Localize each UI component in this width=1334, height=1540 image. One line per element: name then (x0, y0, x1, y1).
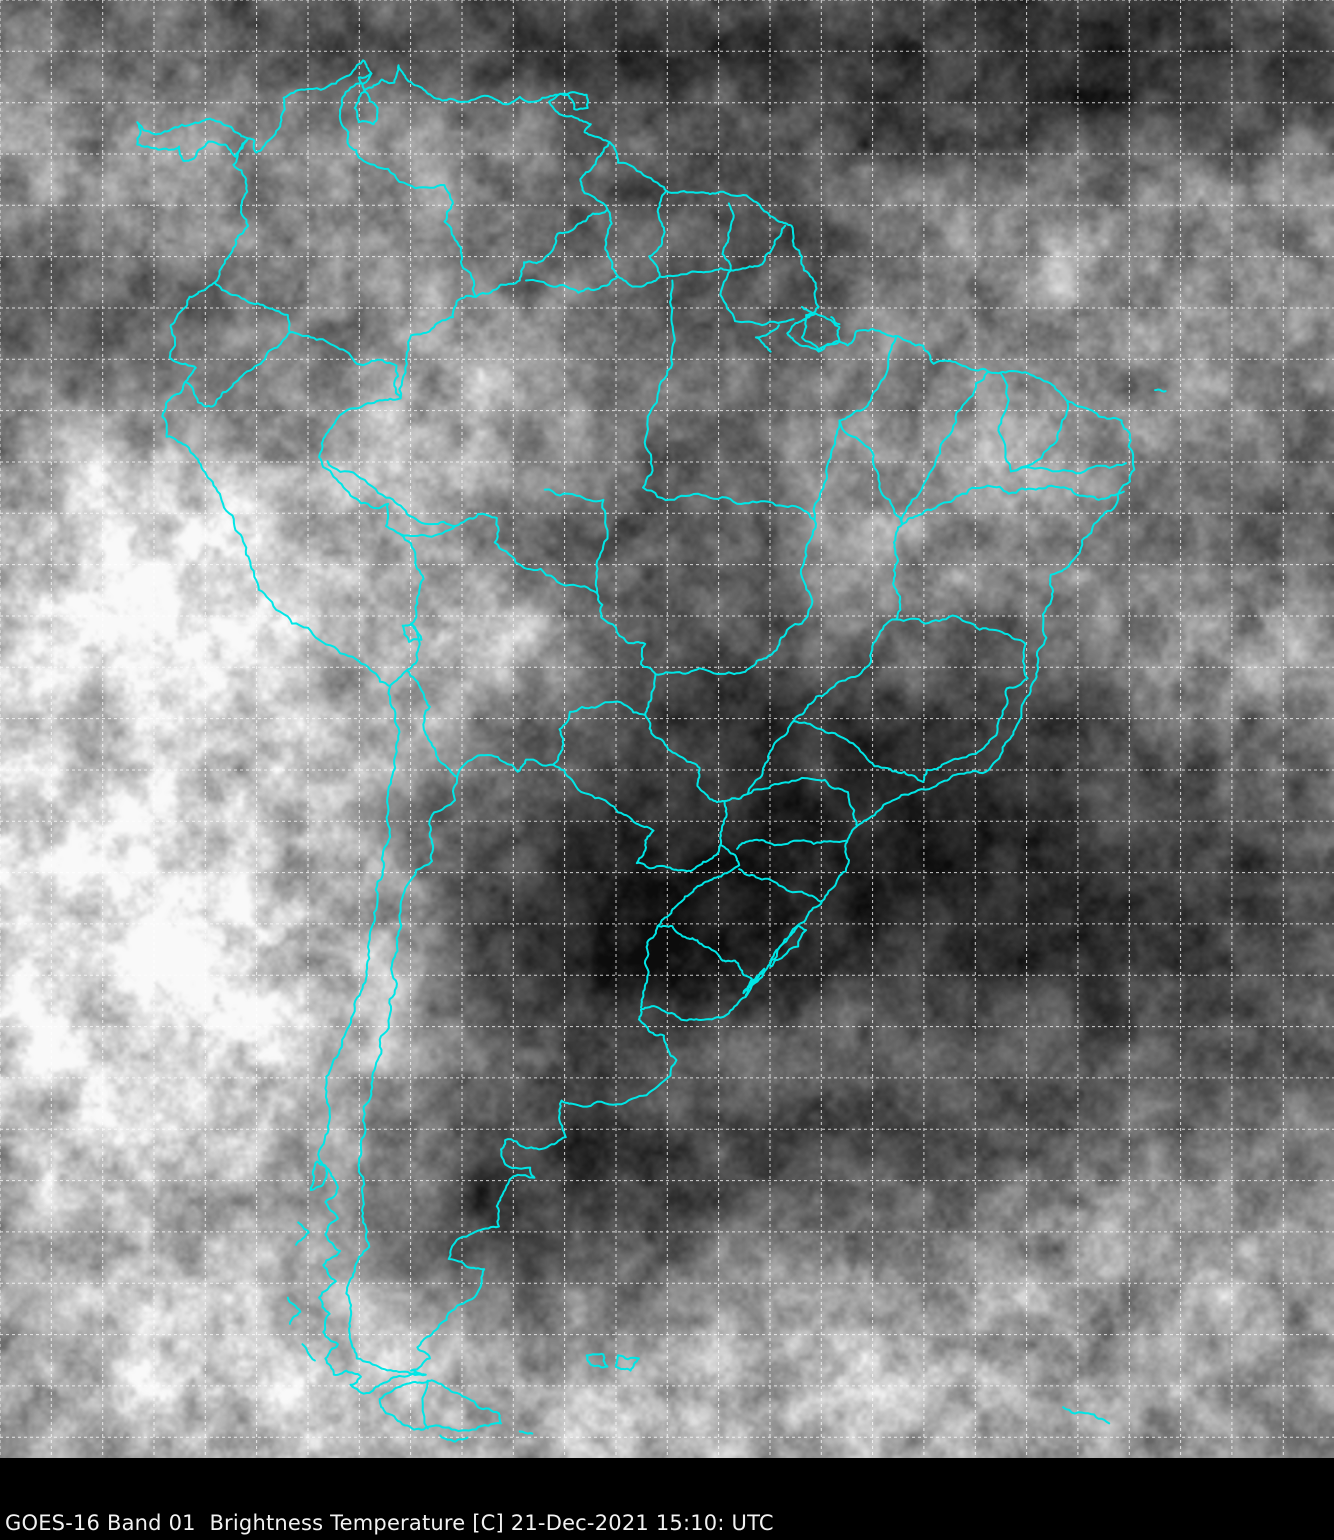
border-state-saopaulo-parana (746, 776, 858, 826)
border-lagoa-dos-patos (768, 925, 808, 968)
border-border-bolivia-brazil (399, 512, 657, 716)
border-border-paraguay-argentina (552, 763, 722, 873)
border-border-guyana-brazil (604, 208, 661, 288)
border-state-pernambuco-north (1009, 462, 1127, 475)
border-border-colombia-brazil (398, 294, 477, 400)
border-border-bolivia-paraguay (552, 700, 647, 766)
border-amazon-channel-1 (754, 324, 780, 353)
border-border-argentina-chile (345, 775, 459, 1377)
border-border-bolivia-argentina (456, 754, 555, 778)
border-border-suriname-guiana (721, 202, 735, 272)
border-border-venezuela-brazil (474, 208, 609, 298)
border-border-colombia-peru (288, 331, 402, 400)
country-state-borders (136, 59, 1167, 1443)
border-coastline-south-america (161, 59, 1136, 1395)
border-state-maranhao-para (838, 336, 897, 422)
border-border-venezuela-guyana (579, 141, 611, 211)
border-state-roraima-south (525, 275, 619, 294)
border-border-guiana-brazil (729, 224, 787, 272)
border-border-ecuador-peru (184, 331, 291, 408)
caption-bar: GOES-16 Band 01 Brightness Temperature [… (0, 1458, 1334, 1540)
border-border-peru-chile (389, 669, 408, 687)
border-border-guyana-suriname (648, 190, 668, 278)
border-island-tierra-del-fuego (378, 1379, 502, 1433)
latlon-grid (0, 0, 1334, 1458)
border-state-amapa-para (719, 269, 795, 327)
border-falkland-east (614, 1354, 640, 1372)
border-state-santacatarina-riograndedosul (738, 868, 822, 903)
border-state-maranhao-tocantins (838, 419, 904, 526)
border-border-argentina-brazil (656, 843, 741, 928)
border-falkland-west (585, 1352, 609, 1369)
border-cape-horn-islets (439, 1434, 469, 1443)
border-lagoa-mirim (742, 967, 766, 995)
border-state-bahia-west (892, 523, 904, 621)
caption-text: GOES-16 Band 01 Brightness Temperature [… (5, 1510, 774, 1535)
border-fjord-islands-2 (286, 1296, 302, 1325)
border-state-para-matogrosso (642, 486, 816, 522)
map-overlay (0, 0, 1334, 1458)
border-island-marajo (800, 312, 841, 351)
border-state-piaui-ceara (997, 371, 1012, 473)
border-state-bahia-minas (895, 614, 1029, 680)
border-coastline-panama (136, 117, 250, 162)
border-amazon-channel-3 (830, 316, 841, 326)
border-fernando-de-noronha (1154, 388, 1167, 393)
border-state-ceara-south (1009, 401, 1070, 473)
border-state-maranhao-piaui (900, 370, 989, 526)
border-state-acre-amazonas (326, 460, 456, 528)
border-state-goias-minas (792, 618, 897, 722)
border-border-colombia-ecuador (213, 281, 291, 334)
border-border-peru-brazil (318, 397, 402, 536)
border-fjord-islands-3 (301, 1343, 316, 1362)
border-border-suriname-brazil (658, 267, 732, 278)
border-staten-island (518, 1430, 534, 1435)
border-border-colombia-venezuela (338, 72, 477, 298)
border-border-brazil-uruguay (656, 924, 753, 999)
border-state-pernambuco-bahia (957, 484, 1125, 501)
border-state-rondonia (543, 488, 609, 595)
border-island-trinidad (566, 91, 589, 111)
border-border-tierra-del-fuego (421, 1379, 429, 1430)
border-state-parana-santacatarina (736, 838, 847, 850)
border-border-peru-bolivia (399, 533, 425, 672)
border-state-amazonas-para (642, 279, 676, 489)
border-state-tocantins-west (654, 419, 841, 676)
border-amazon-channel-2 (800, 305, 814, 322)
border-state-minas-espiritosanto-rio (922, 677, 1029, 783)
border-border-argentina-uruguay (640, 925, 659, 1009)
border-state-minas-saopaulo (792, 720, 925, 783)
border-border-paraguay-brazil (644, 713, 728, 846)
border-border-bolivia-chile (405, 669, 459, 778)
border-state-bahia-piaui (901, 494, 960, 526)
border-fjord-islands-1 (295, 1221, 310, 1246)
border-south-georgia (1062, 1406, 1111, 1425)
border-island-chiloe (309, 1160, 328, 1191)
border-state-matogrossodosul-saopaulo (723, 720, 795, 803)
